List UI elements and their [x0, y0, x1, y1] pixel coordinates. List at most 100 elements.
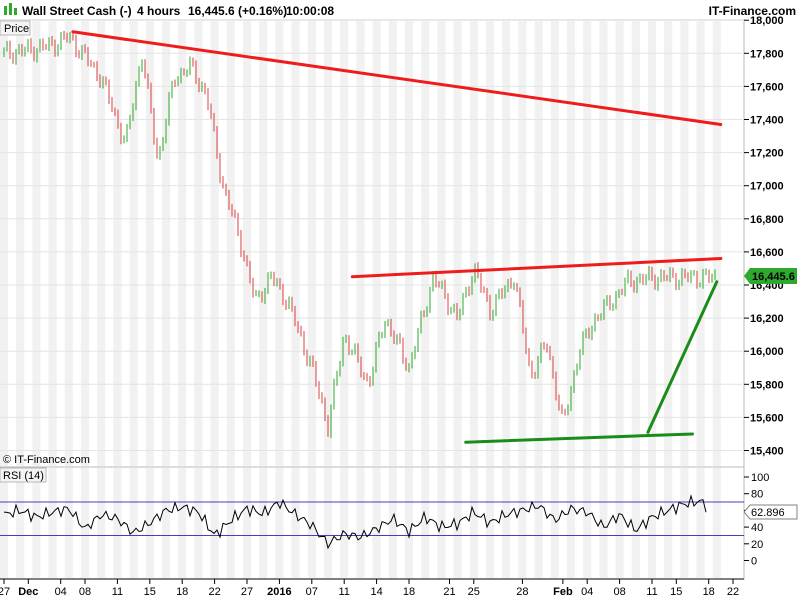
day-stripe: [696, 21, 705, 466]
rsi-panel: RSI (14): [0, 466, 745, 580]
rsi-day-stripe: [242, 468, 252, 578]
rsi-day-stripe: [583, 468, 592, 578]
rsi-day-stripe: [631, 468, 640, 578]
day-stripe: [502, 21, 511, 466]
rsi-day-stripe: [566, 468, 576, 578]
day-stripe: [113, 21, 122, 466]
x-tick-label: 15: [670, 586, 682, 598]
rsi-day-stripe: [372, 468, 381, 578]
day-stripe: [340, 21, 349, 466]
rsi-day-stripe: [307, 468, 316, 578]
day-stripe: [161, 21, 171, 466]
price-tick-label: 17,800: [750, 48, 784, 60]
price-panel-label-box: [0, 20, 31, 36]
rsi-day-stripe: [647, 468, 657, 578]
rsi-day-stripe: [0, 468, 9, 578]
rsi-day-stripe: [340, 468, 349, 578]
day-stripe: [0, 21, 9, 466]
rsi-tick-label: 80: [751, 489, 763, 501]
rsi-tick-label: 0: [751, 556, 757, 568]
x-tick-label: 11: [646, 586, 657, 598]
x-tick-label: 08: [613, 586, 625, 598]
x-tick-label: 15: [144, 586, 156, 598]
rsi-day-stripe: [615, 468, 624, 578]
day-stripe: [226, 21, 235, 466]
rsi-day-stripe: [712, 468, 721, 578]
price-tick-label: 16,600: [750, 247, 784, 259]
price-gridlines: [0, 19, 744, 451]
rsi-day-stripe: [453, 468, 462, 578]
day-stripe: [664, 21, 673, 466]
candles-layer: [3, 30, 716, 439]
x-tick-label: 18: [703, 586, 715, 598]
day-stripe: [534, 21, 543, 466]
header-bar: [0, 0, 800, 20]
x-tick-label: 08: [79, 586, 91, 598]
rsi-day-stripe: [145, 468, 154, 578]
day-stripes: [0, 21, 721, 466]
x-tick-label: 07: [306, 586, 318, 598]
watermark: © IT-Finance.com: [3, 454, 90, 466]
price-tick-label: 15,800: [750, 379, 784, 391]
price-y-axis: 15,40015,60015,80016,00016,20016,40016,6…: [744, 15, 784, 458]
rsi-day-stripe: [80, 468, 90, 578]
rsi-day-stripe: [404, 468, 414, 578]
day-stripe: [307, 21, 316, 466]
rsi-day-stripe: [194, 468, 203, 578]
support-trendline: [646, 280, 719, 434]
day-stripe: [485, 21, 495, 466]
rsi-day-stripe: [129, 468, 138, 578]
rsi-day-stripe: [518, 468, 527, 578]
rsi-day-stripe: [534, 468, 543, 578]
brand-label: IT-Finance.com: [709, 4, 796, 18]
support-trendline: [464, 432, 694, 444]
last-price-label: 16,445.6: [752, 271, 795, 283]
x-axis: 27 Dec 04 08 11 15 18 22 27 2016 07 11 14 18 21 25 28 Feb…: [0, 578, 744, 598]
timeframe: 4 hours: [137, 4, 181, 18]
price-tick-label: 16,800: [750, 214, 784, 226]
rsi-day-stripe: [664, 468, 673, 578]
rsi-day-stripe: [680, 468, 689, 578]
rsi-day-stripe: [485, 468, 495, 578]
day-stripe: [80, 21, 90, 466]
day-stripe: [404, 21, 414, 466]
price-tick-label: 15,600: [750, 412, 784, 424]
day-stripe: [64, 21, 73, 466]
x-tick-label: 04: [581, 586, 593, 598]
x-tick-label: 11: [338, 586, 349, 598]
x-tick-label: 18: [176, 586, 188, 598]
last-price-marker: 16,445.6: [744, 268, 797, 284]
x-tick-label: 2016: [267, 586, 291, 598]
rsi-day-stripe: [388, 468, 397, 578]
x-tick-label: 28: [516, 586, 528, 598]
day-stripe: [583, 21, 592, 466]
day-stripe: [437, 21, 446, 466]
day-stripe: [372, 21, 381, 466]
price-tick-label: 17,400: [750, 115, 784, 127]
day-stripe: [210, 21, 219, 466]
day-stripe: [32, 21, 41, 466]
day-stripe: [469, 21, 478, 466]
rsi-day-stripe: [323, 468, 333, 578]
day-stripe: [323, 21, 333, 466]
day-stripe: [631, 21, 640, 466]
rsi-line: [3, 494, 707, 550]
price-panel: Price © IT-Finance.com: [0, 19, 745, 468]
day-stripe: [518, 21, 527, 466]
day-stripe: [615, 21, 624, 466]
rsi-day-stripe: [502, 468, 511, 578]
rsi-day-stripe: [210, 468, 219, 578]
x-tick-label: 27: [241, 586, 253, 598]
price-change: 16,445.6 (+0.16%): [188, 4, 287, 18]
day-stripe: [566, 21, 576, 466]
price-tick-label: 18,000: [750, 15, 784, 27]
rsi-label-box: [0, 467, 47, 483]
rsi-tick-label: 20: [751, 539, 763, 551]
day-stripe: [275, 21, 284, 466]
x-tick-label: 25: [468, 586, 480, 598]
rsi-day-stripe: [550, 468, 559, 578]
x-tick-label: 11: [112, 586, 123, 598]
price-tick-label: 15,400: [750, 446, 784, 458]
day-stripe: [178, 21, 187, 466]
day-stripe: [129, 21, 138, 466]
